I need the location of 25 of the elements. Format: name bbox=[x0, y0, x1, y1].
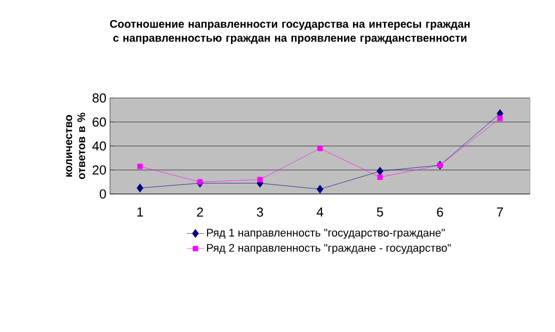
x-tick-label: 1 bbox=[137, 208, 143, 216]
point bbox=[497, 116, 503, 122]
x-tick-label: 7 bbox=[497, 208, 503, 216]
x-tick-label: 3 bbox=[256, 208, 264, 217]
legend-label: Ряд 2 направленность "граждане - государство" bbox=[207, 244, 451, 254]
x-tick-label: 4 bbox=[316, 208, 324, 216]
point bbox=[316, 184, 324, 194]
point bbox=[197, 179, 203, 185]
point bbox=[136, 184, 144, 192]
y-tick-label: 80 bbox=[92, 93, 106, 103]
chart-title: Соотношение направленности государства на интересы граждан с направленностью граждан на проявление гражданственности bbox=[110, 20, 470, 44]
legend-label: Ряд 1 направленность "государство-граждане" bbox=[207, 228, 445, 239]
x-tick-label: 2 bbox=[197, 208, 203, 217]
point bbox=[257, 176, 263, 182]
point bbox=[377, 174, 383, 180]
point bbox=[137, 164, 143, 170]
x-tick-label: 5 bbox=[376, 208, 384, 217]
y-tick-label: 40 bbox=[92, 141, 106, 151]
y-tick-label: 0 bbox=[100, 189, 106, 199]
point bbox=[317, 146, 323, 152]
x-tick-label: 6 bbox=[437, 208, 444, 217]
point bbox=[376, 166, 384, 176]
y-tick-label: 20 bbox=[92, 165, 106, 175]
y-tick-label: 60 bbox=[92, 117, 106, 127]
y-axis-title: количество ответов в % bbox=[66, 112, 86, 180]
